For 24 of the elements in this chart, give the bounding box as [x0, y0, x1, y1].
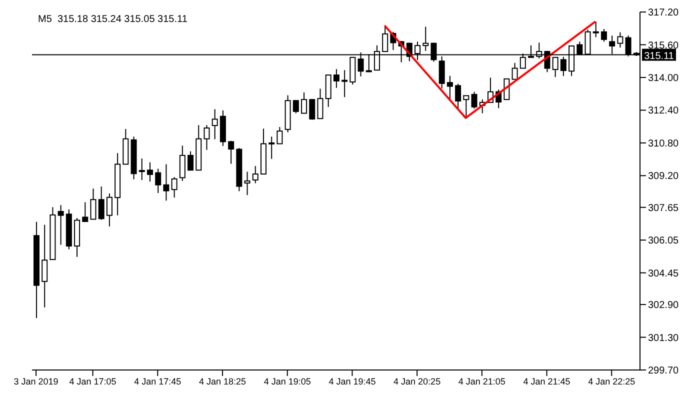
- y-tick-label: 310.80: [648, 138, 680, 150]
- x-tick-label: 4 Jan 17:45: [134, 376, 182, 386]
- x-tick-label: 4 Jan 19:45: [328, 376, 376, 386]
- y-tick-label: 299.70: [648, 366, 680, 377]
- x-tick-label: 4 Jan 22:25: [588, 376, 636, 386]
- x-tick-label: 4 Jan 19:05: [264, 376, 311, 386]
- y-tick-label: 307.65: [648, 202, 680, 214]
- y-tick-label: 315.60: [648, 40, 680, 52]
- x-tick-label: 3 Jan 2019: [14, 376, 58, 386]
- x-tick-label: 4 Jan 20:25: [394, 376, 441, 386]
- x-tick-label: 4 Jan 21:45: [523, 376, 570, 386]
- chart-title: M5 315.18 315.24 315.05 315.11: [38, 14, 188, 25]
- y-tick-label: 302.90: [648, 300, 680, 312]
- y-tick-label: 304.45: [648, 268, 680, 280]
- y-tick-label: 312.40: [648, 106, 680, 117]
- y-tick-label: 314.00: [648, 73, 680, 84]
- y-tick-label: 306.05: [648, 236, 680, 247]
- y-tick-label: 301.30: [648, 332, 680, 344]
- x-tick-label: 4 Jan 18:25: [198, 376, 246, 386]
- y-tick-label: 309.20: [648, 171, 680, 182]
- x-tick-label: 4 Jan 21:05: [458, 376, 506, 386]
- y-tick-label: 317.20: [648, 8, 680, 19]
- ref-line-label: 315.11: [644, 50, 674, 62]
- x-tick-label: 4 Jan 17:05: [69, 376, 116, 386]
